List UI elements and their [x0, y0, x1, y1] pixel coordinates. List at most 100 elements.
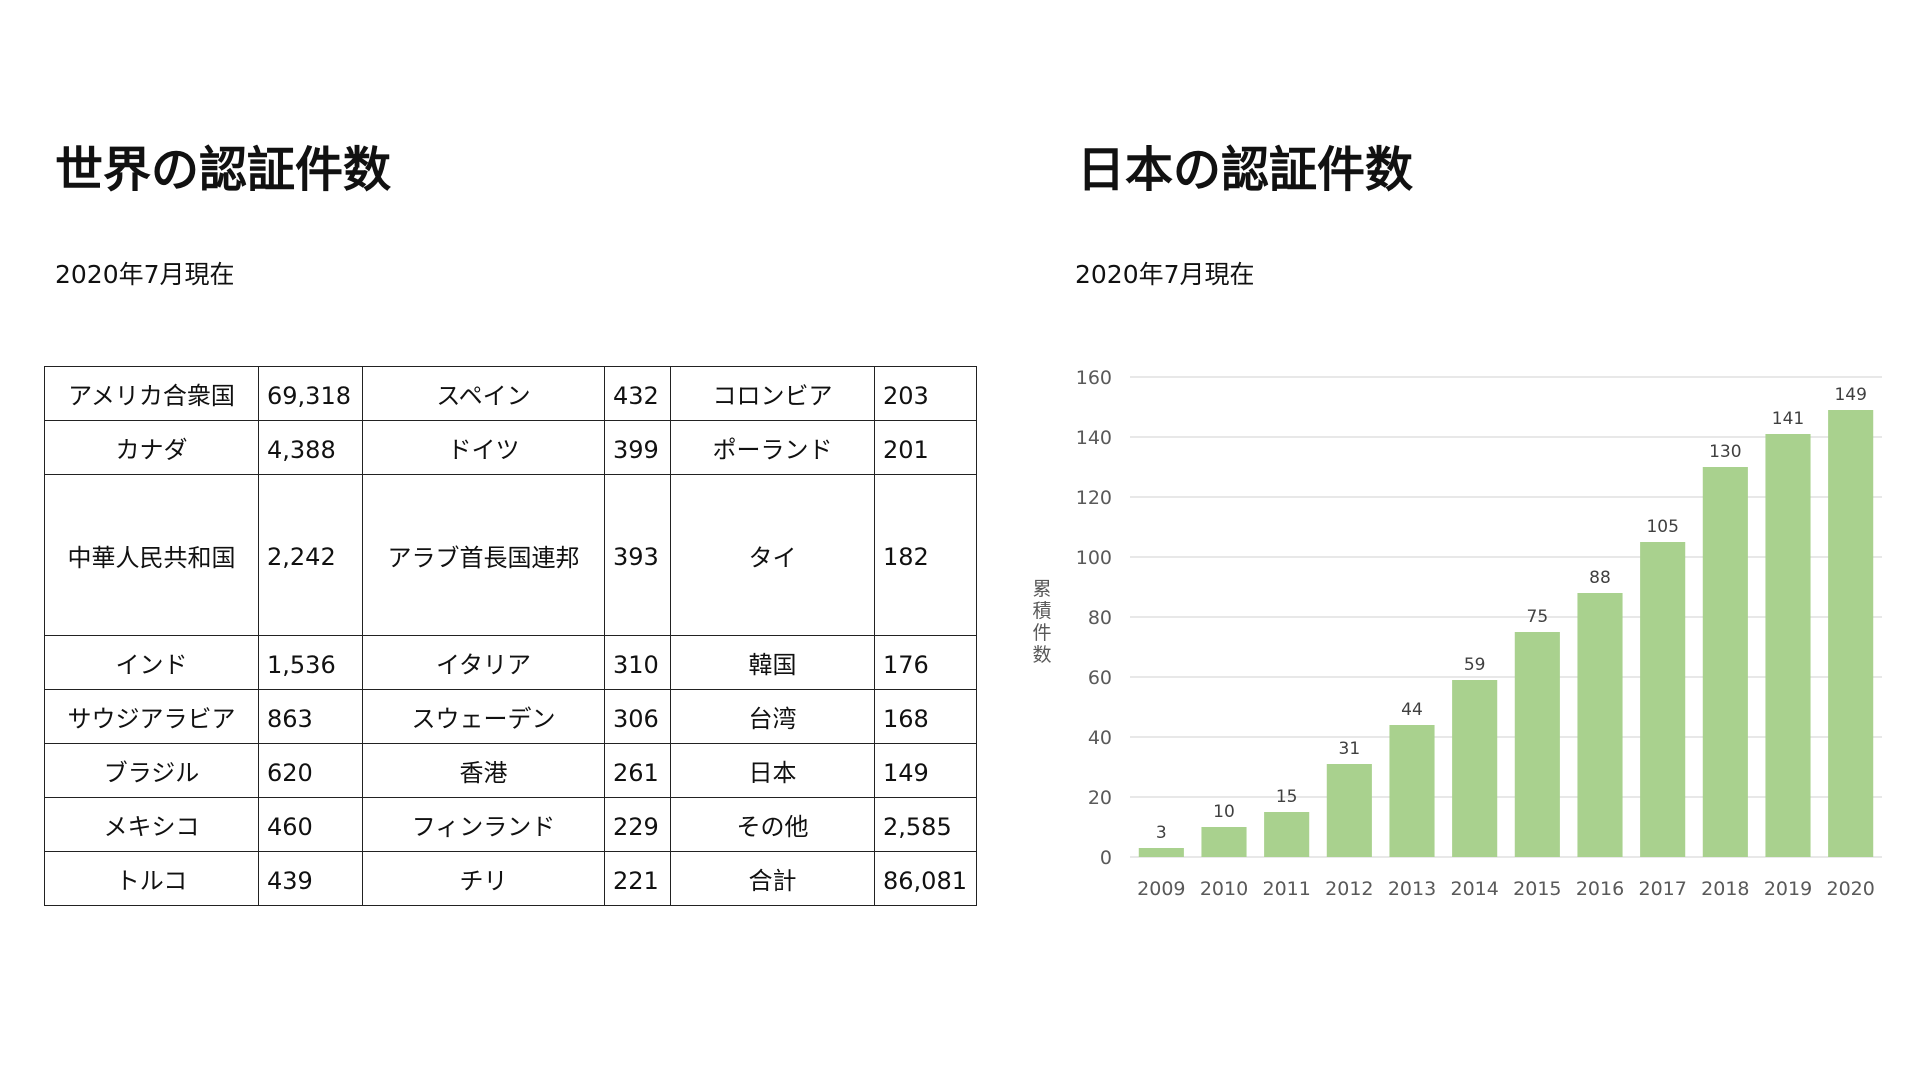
japan-heading: 日本の認証件数 [1077, 142, 1414, 198]
certification-count-cell: 399 [604, 420, 671, 475]
country-name-cell: ブラジル [44, 743, 259, 798]
bar-2019 [1765, 434, 1811, 857]
bar-2016 [1577, 593, 1623, 857]
country-name-cell: ドイツ [362, 420, 605, 475]
country-name-cell: スペイン [362, 366, 605, 421]
country-name-cell: 中華人民共和国 [44, 474, 259, 636]
certification-count-cell: 182 [874, 474, 977, 636]
y-tick-label: 140 [1076, 427, 1112, 449]
x-tick-label: 2010 [1200, 878, 1248, 900]
x-tick-label: 2011 [1262, 878, 1310, 900]
certification-count-cell: 176 [874, 635, 977, 690]
y-tick-label: 0 [1100, 847, 1112, 869]
table-row: インド 1,536 イタリア 310 韓国 176 [44, 635, 977, 690]
data-label: 15 [1276, 787, 1298, 807]
world-subtitle: 2020年7月現在 [55, 260, 235, 289]
country-name-cell: コロンビア [670, 366, 875, 421]
country-name-cell: メキシコ [44, 797, 259, 852]
y-tick-label: 120 [1076, 487, 1112, 509]
y-tick-label: 60 [1088, 667, 1112, 689]
data-label: 44 [1401, 700, 1423, 720]
bar-2009 [1138, 848, 1184, 857]
country-name-cell: 韓国 [670, 635, 875, 690]
x-tick-label: 2018 [1701, 878, 1749, 900]
x-tick-label: 2015 [1513, 878, 1561, 900]
country-name-cell: トルコ [44, 851, 259, 906]
certification-count-cell: 2,585 [874, 797, 977, 852]
x-tick-label: 2014 [1450, 878, 1498, 900]
country-name-cell: 日本 [670, 743, 875, 798]
country-name-cell: イタリア [362, 635, 605, 690]
y-tick-label: 20 [1088, 787, 1112, 809]
table-row: サウジアラビア 863 スウェーデン 306 台湾 168 [44, 689, 977, 744]
table-row: アメリカ合衆国 69,318 スペイン 432 コロンビア 203 [44, 366, 977, 421]
certification-count-cell: 261 [604, 743, 671, 798]
y-tick-label: 100 [1076, 547, 1112, 569]
bar-2017 [1640, 542, 1686, 857]
country-name-cell: サウジアラビア [44, 689, 259, 744]
certification-count-cell: 229 [604, 797, 671, 852]
y-tick-label: 80 [1088, 607, 1112, 629]
certification-count-cell: 863 [258, 689, 363, 744]
data-label: 130 [1709, 442, 1741, 462]
country-name-cell: タイ [670, 474, 875, 636]
bar-2018 [1702, 467, 1748, 857]
bar-2010 [1201, 827, 1247, 857]
country-name-cell: ポーランド [670, 420, 875, 475]
x-tick-label: 2009 [1137, 878, 1185, 900]
japan-bar-chart: 0 20 40 60 80 100 120 140 160 3 2009 10 2010 15 2011 31… [1032, 367, 1882, 900]
y-tick-label: 160 [1076, 367, 1112, 389]
data-label: 88 [1589, 568, 1611, 588]
certification-count-cell: 149 [874, 743, 977, 798]
certification-count-cell: 203 [874, 366, 977, 421]
bar-2015 [1514, 632, 1560, 857]
certification-count-cell: 69,318 [258, 366, 363, 421]
country-name-cell: 台湾 [670, 689, 875, 744]
table-row: ブラジル 620 香港 261 日本 149 [44, 743, 977, 798]
country-name-cell: アメリカ合衆国 [44, 366, 259, 421]
certification-count-cell: 439 [258, 851, 363, 906]
bar-2013 [1389, 725, 1435, 857]
data-label: 105 [1646, 517, 1678, 537]
x-tick-label: 2012 [1325, 878, 1373, 900]
y-axis-label: 累積件数 [1032, 578, 1051, 666]
table-row: 中華人民共和国 2,242 アラブ首長国連邦 393 タイ 182 [44, 474, 977, 636]
x-tick-label: 2019 [1764, 878, 1812, 900]
data-label: 141 [1772, 409, 1804, 429]
certification-count-cell: 2,242 [258, 474, 363, 636]
country-name-cell: その他 [670, 797, 875, 852]
country-name-cell: フィンランド [362, 797, 605, 852]
country-name-cell: 香港 [362, 743, 605, 798]
bar-2012 [1326, 764, 1372, 857]
data-label: 31 [1339, 739, 1361, 759]
x-tick-label: 2013 [1388, 878, 1436, 900]
certification-count-cell: 201 [874, 420, 977, 475]
country-name-cell: 合計 [670, 851, 875, 906]
table-row: トルコ 439 チリ 221 合計 86,081 [44, 851, 977, 906]
certification-count-cell: 432 [604, 366, 671, 421]
country-name-cell: アラブ首長国連邦 [362, 474, 605, 636]
table-row: カナダ 4,388 ドイツ 399 ポーランド 201 [44, 420, 977, 475]
country-name-cell: インド [44, 635, 259, 690]
certification-count-cell: 620 [258, 743, 363, 798]
world-heading: 世界の認証件数 [55, 142, 392, 198]
data-label: 59 [1464, 655, 1486, 675]
certification-count-cell: 1,536 [258, 635, 363, 690]
certification-count-cell: 393 [604, 474, 671, 636]
data-label: 3 [1156, 823, 1167, 843]
bar-2014 [1452, 680, 1498, 857]
country-name-cell: スウェーデン [362, 689, 605, 744]
certification-count-cell: 306 [604, 689, 671, 744]
country-name-cell: カナダ [44, 420, 259, 475]
certification-count-cell: 86,081 [874, 851, 977, 906]
japan-subtitle: 2020年7月現在 [1075, 260, 1255, 289]
certification-count-cell: 221 [604, 851, 671, 906]
certification-count-cell: 168 [874, 689, 977, 744]
certification-count-cell: 310 [604, 635, 671, 690]
country-name-cell: チリ [362, 851, 605, 906]
world-table-body: アメリカ合衆国 69,318 スペイン 432 コロンビア 203 カナダ 4,388 ドイツ 3… [44, 366, 977, 906]
x-tick-label: 2017 [1638, 878, 1686, 900]
data-label: 75 [1527, 607, 1549, 627]
x-tick-label: 2020 [1826, 878, 1874, 900]
data-label: 10 [1213, 802, 1235, 822]
